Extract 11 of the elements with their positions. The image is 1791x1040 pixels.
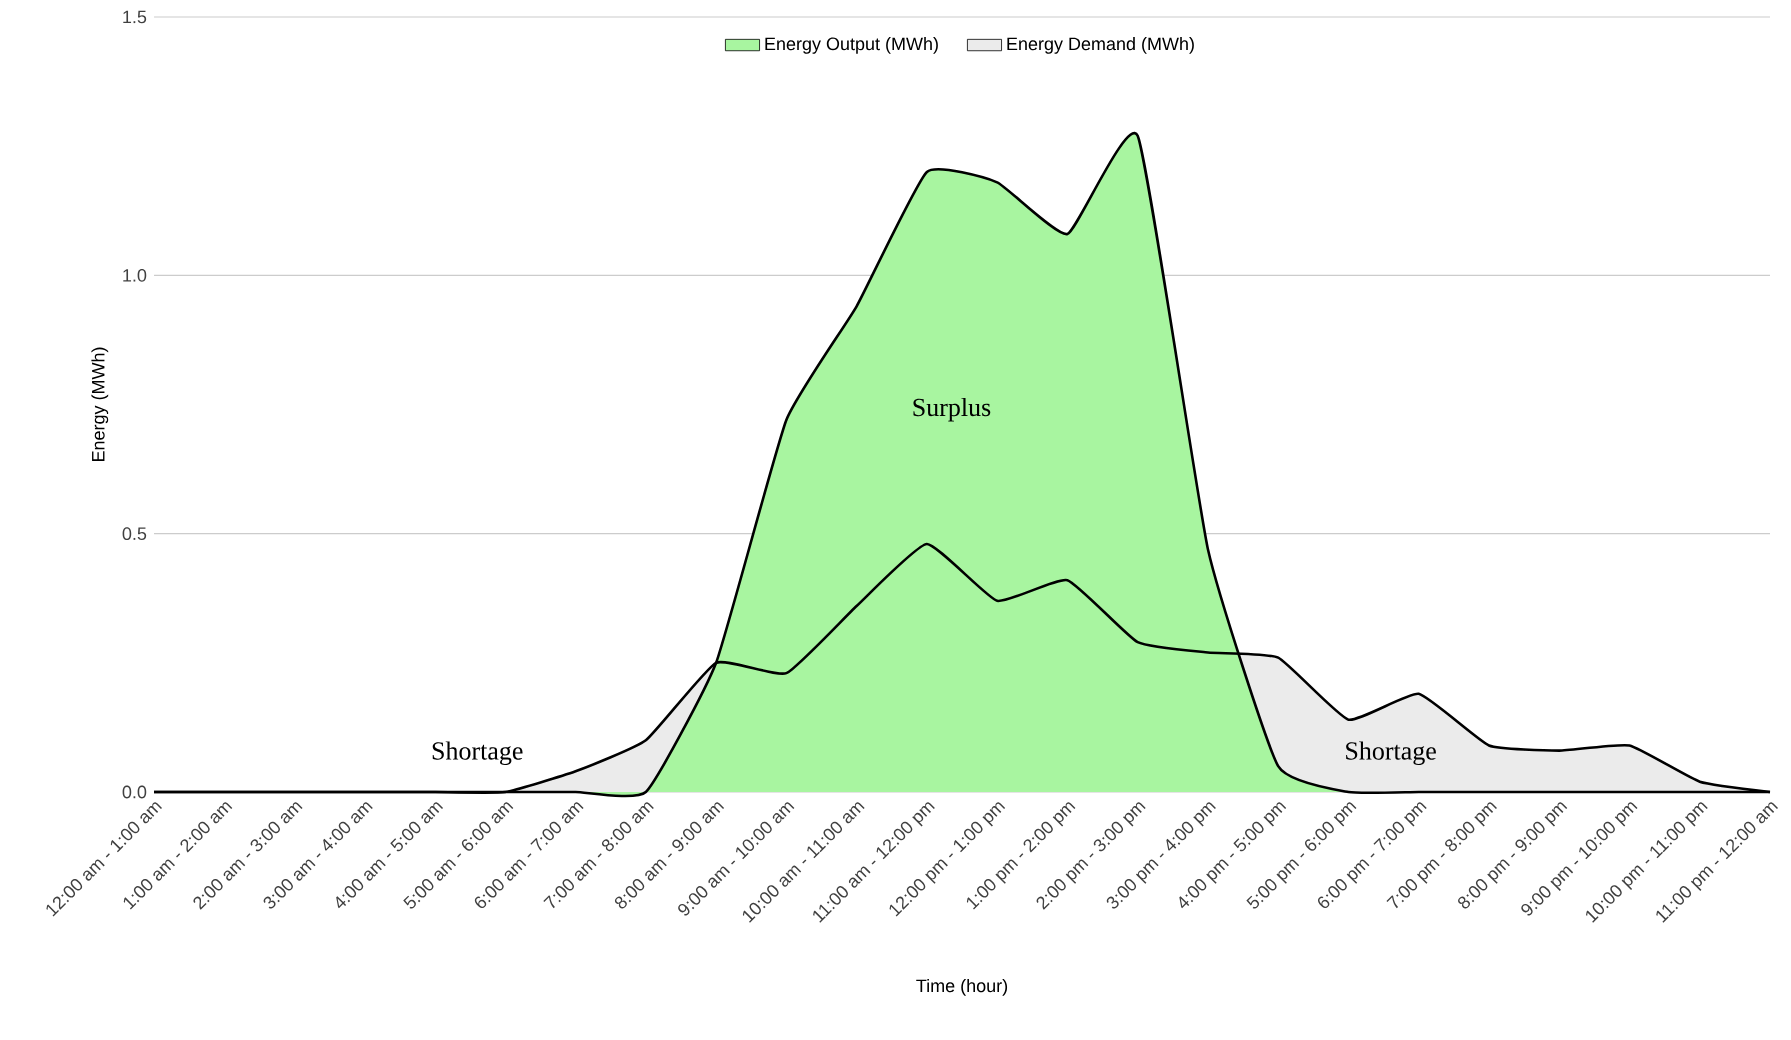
y-axis-title: Energy (MWh) (91, 347, 109, 462)
legend-label: Energy Output (MWh) (765, 37, 938, 54)
y-tick-label: 1.0 (123, 268, 147, 282)
y-tick-label: 1.5 (123, 10, 147, 24)
y-tick-label: 0.0 (122, 785, 147, 799)
x-axis-title: Time (hour) (916, 978, 1008, 996)
y-tick-label: 0.5 (122, 527, 147, 541)
legend-label: Energy Demand (MWh) (1007, 37, 1194, 54)
annotation: Shortage (1346, 741, 1436, 766)
annotation: Surplus (913, 397, 991, 422)
annotation: Shortage (432, 741, 523, 766)
